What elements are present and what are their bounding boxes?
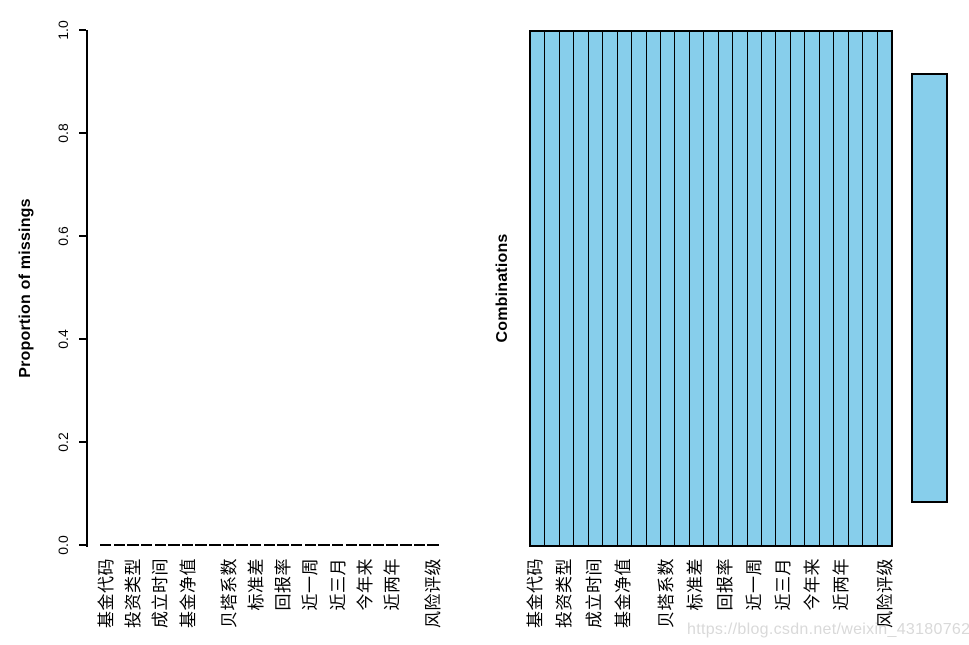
combination-cell-observed xyxy=(531,32,545,545)
y-axis-tick xyxy=(79,338,86,340)
y-axis-tick-label: 0.4 xyxy=(55,329,71,349)
right-x-axis-label: 近三月 xyxy=(773,558,793,611)
zero-height-bar xyxy=(263,544,276,546)
y-axis-tick xyxy=(79,235,86,237)
right-x-axis-label: 基金净值 xyxy=(613,558,633,628)
left-x-axis-label: 近三月 xyxy=(328,558,348,611)
zero-height-bar xyxy=(372,544,385,546)
combination-cell-observed xyxy=(746,32,761,545)
left-x-axis-label: 近一周 xyxy=(301,558,321,611)
zero-height-bar xyxy=(209,544,221,546)
zero-height-bar xyxy=(386,544,398,546)
combination-cell-observed xyxy=(688,32,704,545)
right-x-axis-label: 标准差 xyxy=(686,558,706,611)
zero-height-bar xyxy=(304,544,317,546)
combination-cell-observed xyxy=(659,32,675,545)
y-axis-tick-label: 0.0 xyxy=(55,535,71,555)
combination-cell-observed xyxy=(602,32,617,545)
left-x-axis-label: 基金净值 xyxy=(178,558,198,628)
zero-height-bar xyxy=(154,544,166,546)
zero-height-bar xyxy=(345,544,357,546)
y-axis-tick xyxy=(79,29,86,31)
right-x-axis-label: 基金代码 xyxy=(526,558,546,628)
combination-cell-observed xyxy=(862,32,877,545)
zero-height-bar xyxy=(331,544,344,546)
y-axis-tick xyxy=(79,441,86,443)
right-x-axis-label: 投资类型 xyxy=(555,558,575,628)
combination-cell-observed xyxy=(804,32,819,545)
left-y-axis-title: Proportion of missings xyxy=(17,198,34,378)
y-axis-tick-label: 0.2 xyxy=(55,432,71,452)
zero-height-bar xyxy=(222,544,235,546)
right-x-axis-label: 风险评级 xyxy=(875,558,895,628)
combination-cell-observed xyxy=(847,32,863,545)
combination-cell-observed xyxy=(544,32,559,545)
right-x-axis-label: 贝塔系数 xyxy=(657,558,677,628)
right-x-axis-label: 今年来 xyxy=(802,558,822,611)
combinations-grid xyxy=(529,30,893,547)
left-x-axis-label: 标准差 xyxy=(246,558,266,611)
left-x-axis-label: 基金代码 xyxy=(96,558,116,628)
right-x-axis-label: 近一周 xyxy=(744,558,764,611)
right-y-axis-title: Combinations xyxy=(494,233,511,343)
combination-cell-observed xyxy=(818,32,834,545)
combination-cell-observed xyxy=(573,32,588,545)
zero-height-bar xyxy=(290,544,303,546)
y-axis-tick xyxy=(79,544,86,546)
combination-cell-observed xyxy=(616,32,632,545)
combination-cell-observed xyxy=(876,32,891,545)
y-axis-tick-label: 0.6 xyxy=(55,226,71,246)
watermark-text: https://blog.csdn.net/weixin_43180762 xyxy=(687,621,969,638)
zero-height-bar xyxy=(140,544,153,546)
zero-height-bar xyxy=(318,544,330,546)
right-x-axis-label: 回报率 xyxy=(715,558,735,611)
combination-cell-observed xyxy=(587,32,603,545)
zero-height-bar xyxy=(181,544,194,546)
zero-height-bar xyxy=(427,544,439,546)
zero-height-bar xyxy=(113,544,126,546)
combination-cell-observed xyxy=(789,32,805,545)
y-axis-tick-label: 1.0 xyxy=(55,20,71,40)
combination-cell-observed xyxy=(674,32,689,545)
combination-cell-observed xyxy=(631,32,646,545)
zero-height-bar xyxy=(100,544,112,546)
zero-height-bar xyxy=(400,544,412,546)
y-axis-tick-label: 0.8 xyxy=(55,123,71,143)
combination-cell-observed xyxy=(775,32,790,545)
zero-height-bar xyxy=(277,544,289,546)
zero-height-bar xyxy=(250,544,262,546)
left-y-axis-line xyxy=(86,30,88,547)
zero-height-bar xyxy=(236,544,248,546)
left-x-axis-label: 投资类型 xyxy=(124,558,144,628)
combination-cell-observed xyxy=(703,32,718,545)
right-x-axis-label: 近两年 xyxy=(832,558,852,611)
left-x-axis-label: 成立时间 xyxy=(151,558,171,628)
combinations-side-bar xyxy=(911,73,948,503)
combination-cell-observed xyxy=(761,32,776,545)
zero-height-bar xyxy=(413,544,426,546)
combination-cell-observed xyxy=(717,32,733,545)
combination-cell-observed xyxy=(645,32,660,545)
combination-cell-observed xyxy=(558,32,574,545)
combination-cell-observed xyxy=(833,32,848,545)
left-x-axis-label: 贝塔系数 xyxy=(219,558,239,628)
combination-cell-observed xyxy=(732,32,747,545)
right-x-axis-label: 成立时间 xyxy=(584,558,604,628)
left-x-axis-label: 风险评级 xyxy=(424,558,444,628)
y-axis-tick xyxy=(79,132,86,134)
zero-height-bar xyxy=(127,544,139,546)
zero-height-bar xyxy=(359,544,371,546)
zero-height-bar xyxy=(195,544,207,546)
left-x-axis-label: 回报率 xyxy=(274,558,294,611)
left-x-axis-label: 今年来 xyxy=(355,558,375,611)
left-x-axis-label: 近两年 xyxy=(383,558,403,611)
zero-height-bar xyxy=(168,544,180,546)
